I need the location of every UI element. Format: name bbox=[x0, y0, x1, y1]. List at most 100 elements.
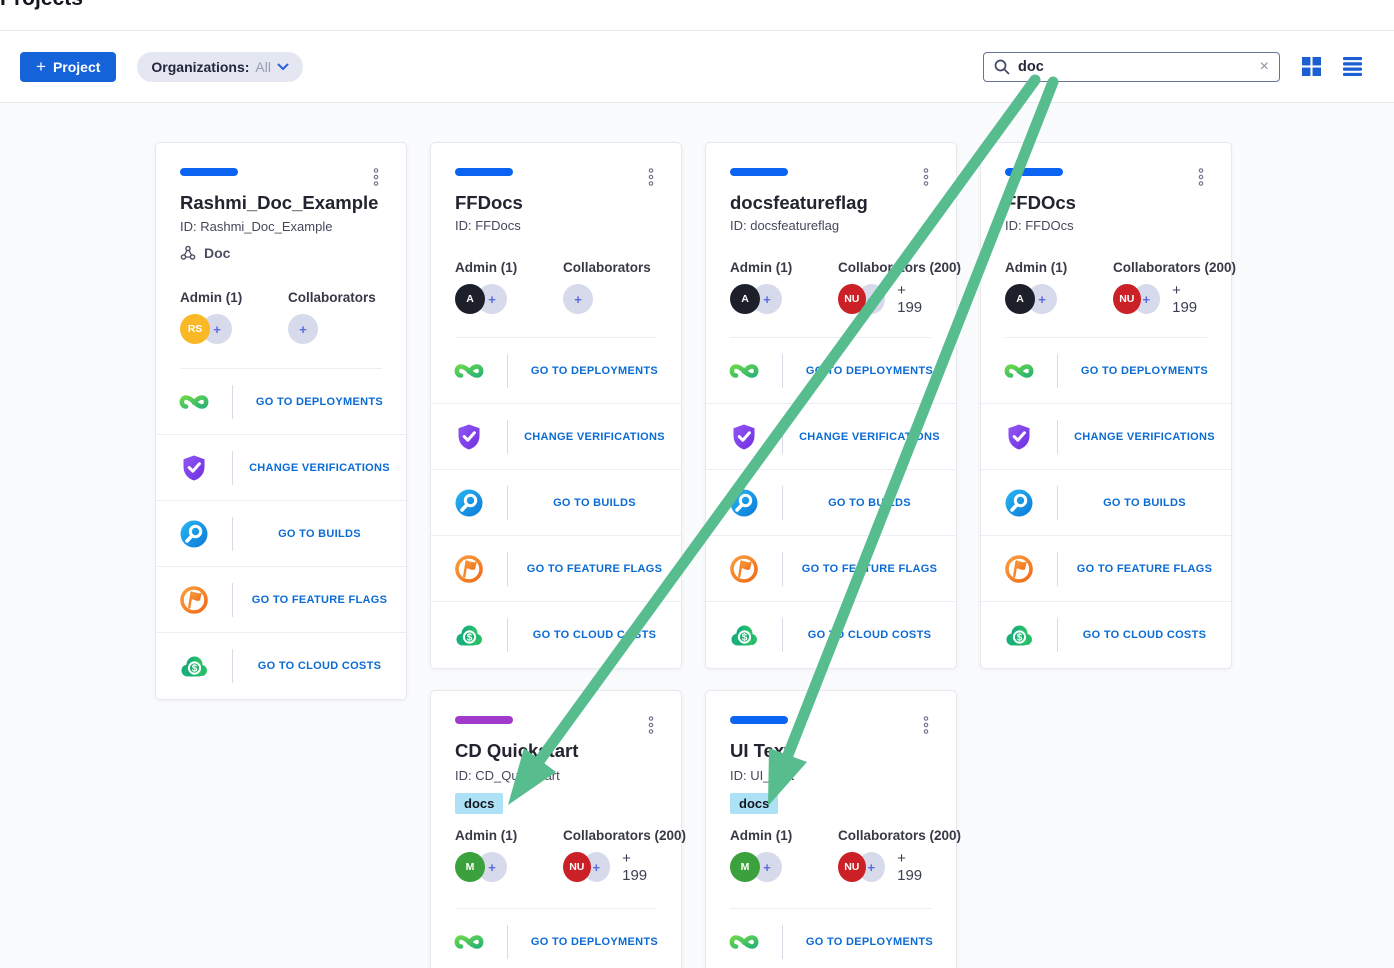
action-go-to-feature-flags[interactable]: GO TO FEATURE FLAGS bbox=[431, 536, 681, 602]
action-go-to-deployments[interactable]: GO TO DEPLOYMENTS bbox=[706, 338, 956, 404]
card-id: ID: docsfeatureflag bbox=[730, 218, 840, 233]
action-change-verifications[interactable]: CHANGE VERIFICATIONS bbox=[981, 404, 1231, 470]
action-go-to-builds[interactable]: GO TO BUILDS bbox=[981, 470, 1231, 536]
avatar[interactable]: M bbox=[455, 852, 485, 882]
kebab-menu-icon bbox=[922, 167, 930, 187]
avatar[interactable]: M bbox=[730, 852, 760, 882]
avatar[interactable]: NU bbox=[838, 284, 866, 314]
action-go-to-builds[interactable]: GO TO BUILDS bbox=[706, 470, 956, 536]
collaborators-label: Collaborators (200) bbox=[563, 828, 687, 843]
organizations-filter-value: All bbox=[255, 58, 271, 75]
action-go-to-cloud-costs[interactable]: GO TO CLOUD COSTS bbox=[706, 602, 956, 668]
card-menu-button[interactable] bbox=[920, 167, 932, 190]
extra-count: + 199 bbox=[897, 850, 923, 884]
cloud-costs-icon bbox=[156, 649, 232, 683]
verifications-icon bbox=[156, 451, 232, 485]
builds-icon bbox=[431, 486, 507, 520]
card-title: CD Quickstart bbox=[455, 740, 579, 761]
action-go-to-feature-flags[interactable]: GO TO FEATURE FLAGS bbox=[981, 536, 1231, 602]
card-menu-button[interactable] bbox=[1195, 167, 1207, 190]
org-tag-label: Doc bbox=[204, 245, 231, 262]
card-id: ID: FFDOcs bbox=[1005, 218, 1074, 233]
action-change-verifications[interactable]: CHANGE VERIFICATIONS bbox=[431, 404, 681, 470]
project-card[interactable]: FFDocs ID: FFDocs Admin (1) A + Collabor… bbox=[430, 142, 682, 669]
builds-icon bbox=[981, 486, 1057, 520]
deployments-icon bbox=[156, 385, 232, 419]
action-go-to-deployments[interactable]: GO TO DEPLOYMENTS bbox=[431, 909, 681, 968]
kebab-menu-icon bbox=[1197, 167, 1205, 187]
card-menu-button[interactable] bbox=[645, 167, 657, 190]
search-box: × bbox=[983, 51, 1280, 82]
actions-list: GO TO DEPLOYMENTS CHANGE VERIFICATIONS G… bbox=[981, 337, 1231, 668]
action-change-verifications[interactable]: CHANGE VERIFICATIONS bbox=[706, 404, 956, 470]
organizations-filter-label: Organizations: bbox=[151, 58, 250, 75]
action-go-to-deployments[interactable]: GO TO DEPLOYMENTS bbox=[981, 338, 1231, 404]
card-title: FFDocs bbox=[455, 192, 523, 213]
add-collaborator-button[interactable]: + bbox=[288, 314, 318, 344]
verifications-icon bbox=[981, 420, 1057, 454]
deployments-icon bbox=[706, 925, 782, 959]
avatar[interactable]: A bbox=[730, 284, 760, 314]
action-go-to-builds[interactable]: GO TO BUILDS bbox=[431, 470, 681, 536]
organizations-filter[interactable]: Organizations: All bbox=[137, 51, 303, 82]
project-card[interactable]: Rashmi_Doc_Example ID: Rashmi_Doc_Exampl… bbox=[155, 142, 407, 700]
card-title: Rashmi_Doc_Example bbox=[180, 192, 379, 213]
project-card[interactable]: UI Text ID: UI_Text docs Admin (1) M + C… bbox=[705, 690, 961, 968]
deployments-icon bbox=[706, 354, 782, 388]
card-title: FFDOcs bbox=[1005, 192, 1076, 213]
deployments-icon bbox=[431, 925, 507, 959]
card-menu-button[interactable] bbox=[370, 167, 382, 190]
avatar[interactable]: NU bbox=[838, 852, 866, 882]
add-collaborator-button[interactable]: + bbox=[563, 284, 593, 314]
toolbar: + Project Organizations: All × bbox=[0, 30, 1394, 103]
kebab-menu-icon bbox=[647, 167, 655, 187]
card-color-bar bbox=[180, 168, 238, 176]
avatar[interactable]: A bbox=[455, 284, 485, 314]
search-match-tag: docs bbox=[455, 793, 504, 814]
card-menu-button[interactable] bbox=[645, 715, 657, 738]
collaborators-label: Collaborators bbox=[563, 260, 651, 275]
card-color-bar bbox=[730, 168, 788, 176]
avatar[interactable]: A bbox=[1005, 284, 1035, 314]
kebab-menu-icon bbox=[647, 715, 655, 735]
card-id: ID: CD_Quickstart bbox=[455, 768, 560, 783]
search-input[interactable] bbox=[1018, 58, 1252, 75]
cloud-costs-icon bbox=[706, 618, 782, 652]
org-tag-icon bbox=[180, 245, 196, 261]
action-go-to-builds[interactable]: GO TO BUILDS bbox=[156, 501, 406, 567]
new-project-button[interactable]: + Project bbox=[20, 51, 117, 82]
project-card[interactable]: docsfeatureflag ID: docsfeatureflag Admi… bbox=[705, 142, 961, 669]
project-card[interactable]: CD Quickstart ID: CD_Quickstart docs Adm… bbox=[430, 690, 687, 968]
action-go-to-feature-flags[interactable]: GO TO FEATURE FLAGS bbox=[156, 567, 406, 633]
card-color-bar bbox=[730, 716, 788, 724]
action-go-to-cloud-costs[interactable]: GO TO CLOUD COSTS bbox=[981, 602, 1231, 668]
search-clear-button[interactable]: × bbox=[1259, 57, 1269, 75]
avatar[interactable]: NU bbox=[1113, 284, 1141, 314]
search-icon bbox=[994, 59, 1010, 74]
action-go-to-feature-flags[interactable]: GO TO FEATURE FLAGS bbox=[706, 536, 956, 602]
action-go-to-deployments[interactable]: GO TO DEPLOYMENTS bbox=[156, 369, 406, 435]
action-go-to-cloud-costs[interactable]: GO TO CLOUD COSTS bbox=[431, 602, 681, 668]
project-card[interactable]: FFDOcs ID: FFDOcs Admin (1) A + Collabor… bbox=[980, 142, 1237, 669]
list-view-icon bbox=[1343, 57, 1362, 76]
grid-view-button[interactable] bbox=[1302, 57, 1321, 76]
list-view-button[interactable] bbox=[1343, 57, 1362, 76]
feature-flags-icon bbox=[431, 552, 507, 586]
admin-label: Admin (1) bbox=[455, 260, 518, 275]
action-go-to-cloud-costs[interactable]: GO TO CLOUD COSTS bbox=[156, 633, 406, 699]
action-go-to-deployments[interactable]: GO TO DEPLOYMENTS bbox=[706, 909, 956, 968]
feature-flags-icon bbox=[156, 583, 232, 617]
card-menu-button[interactable] bbox=[920, 715, 932, 738]
collaborators-label: Collaborators (200) bbox=[1113, 260, 1237, 275]
card-color-bar bbox=[455, 716, 513, 724]
avatar[interactable]: RS bbox=[180, 314, 210, 344]
action-change-verifications[interactable]: CHANGE VERIFICATIONS bbox=[156, 435, 406, 501]
admin-label: Admin (1) bbox=[455, 828, 518, 843]
actions-list: GO TO DEPLOYMENTS CHANGE VERIFICATIONS G… bbox=[706, 337, 956, 668]
avatar[interactable]: NU bbox=[563, 852, 591, 882]
cloud-costs-icon bbox=[431, 618, 507, 652]
action-go-to-deployments[interactable]: GO TO DEPLOYMENTS bbox=[431, 338, 681, 404]
search-match-tag: docs bbox=[730, 793, 779, 814]
deployments-icon bbox=[431, 354, 507, 388]
